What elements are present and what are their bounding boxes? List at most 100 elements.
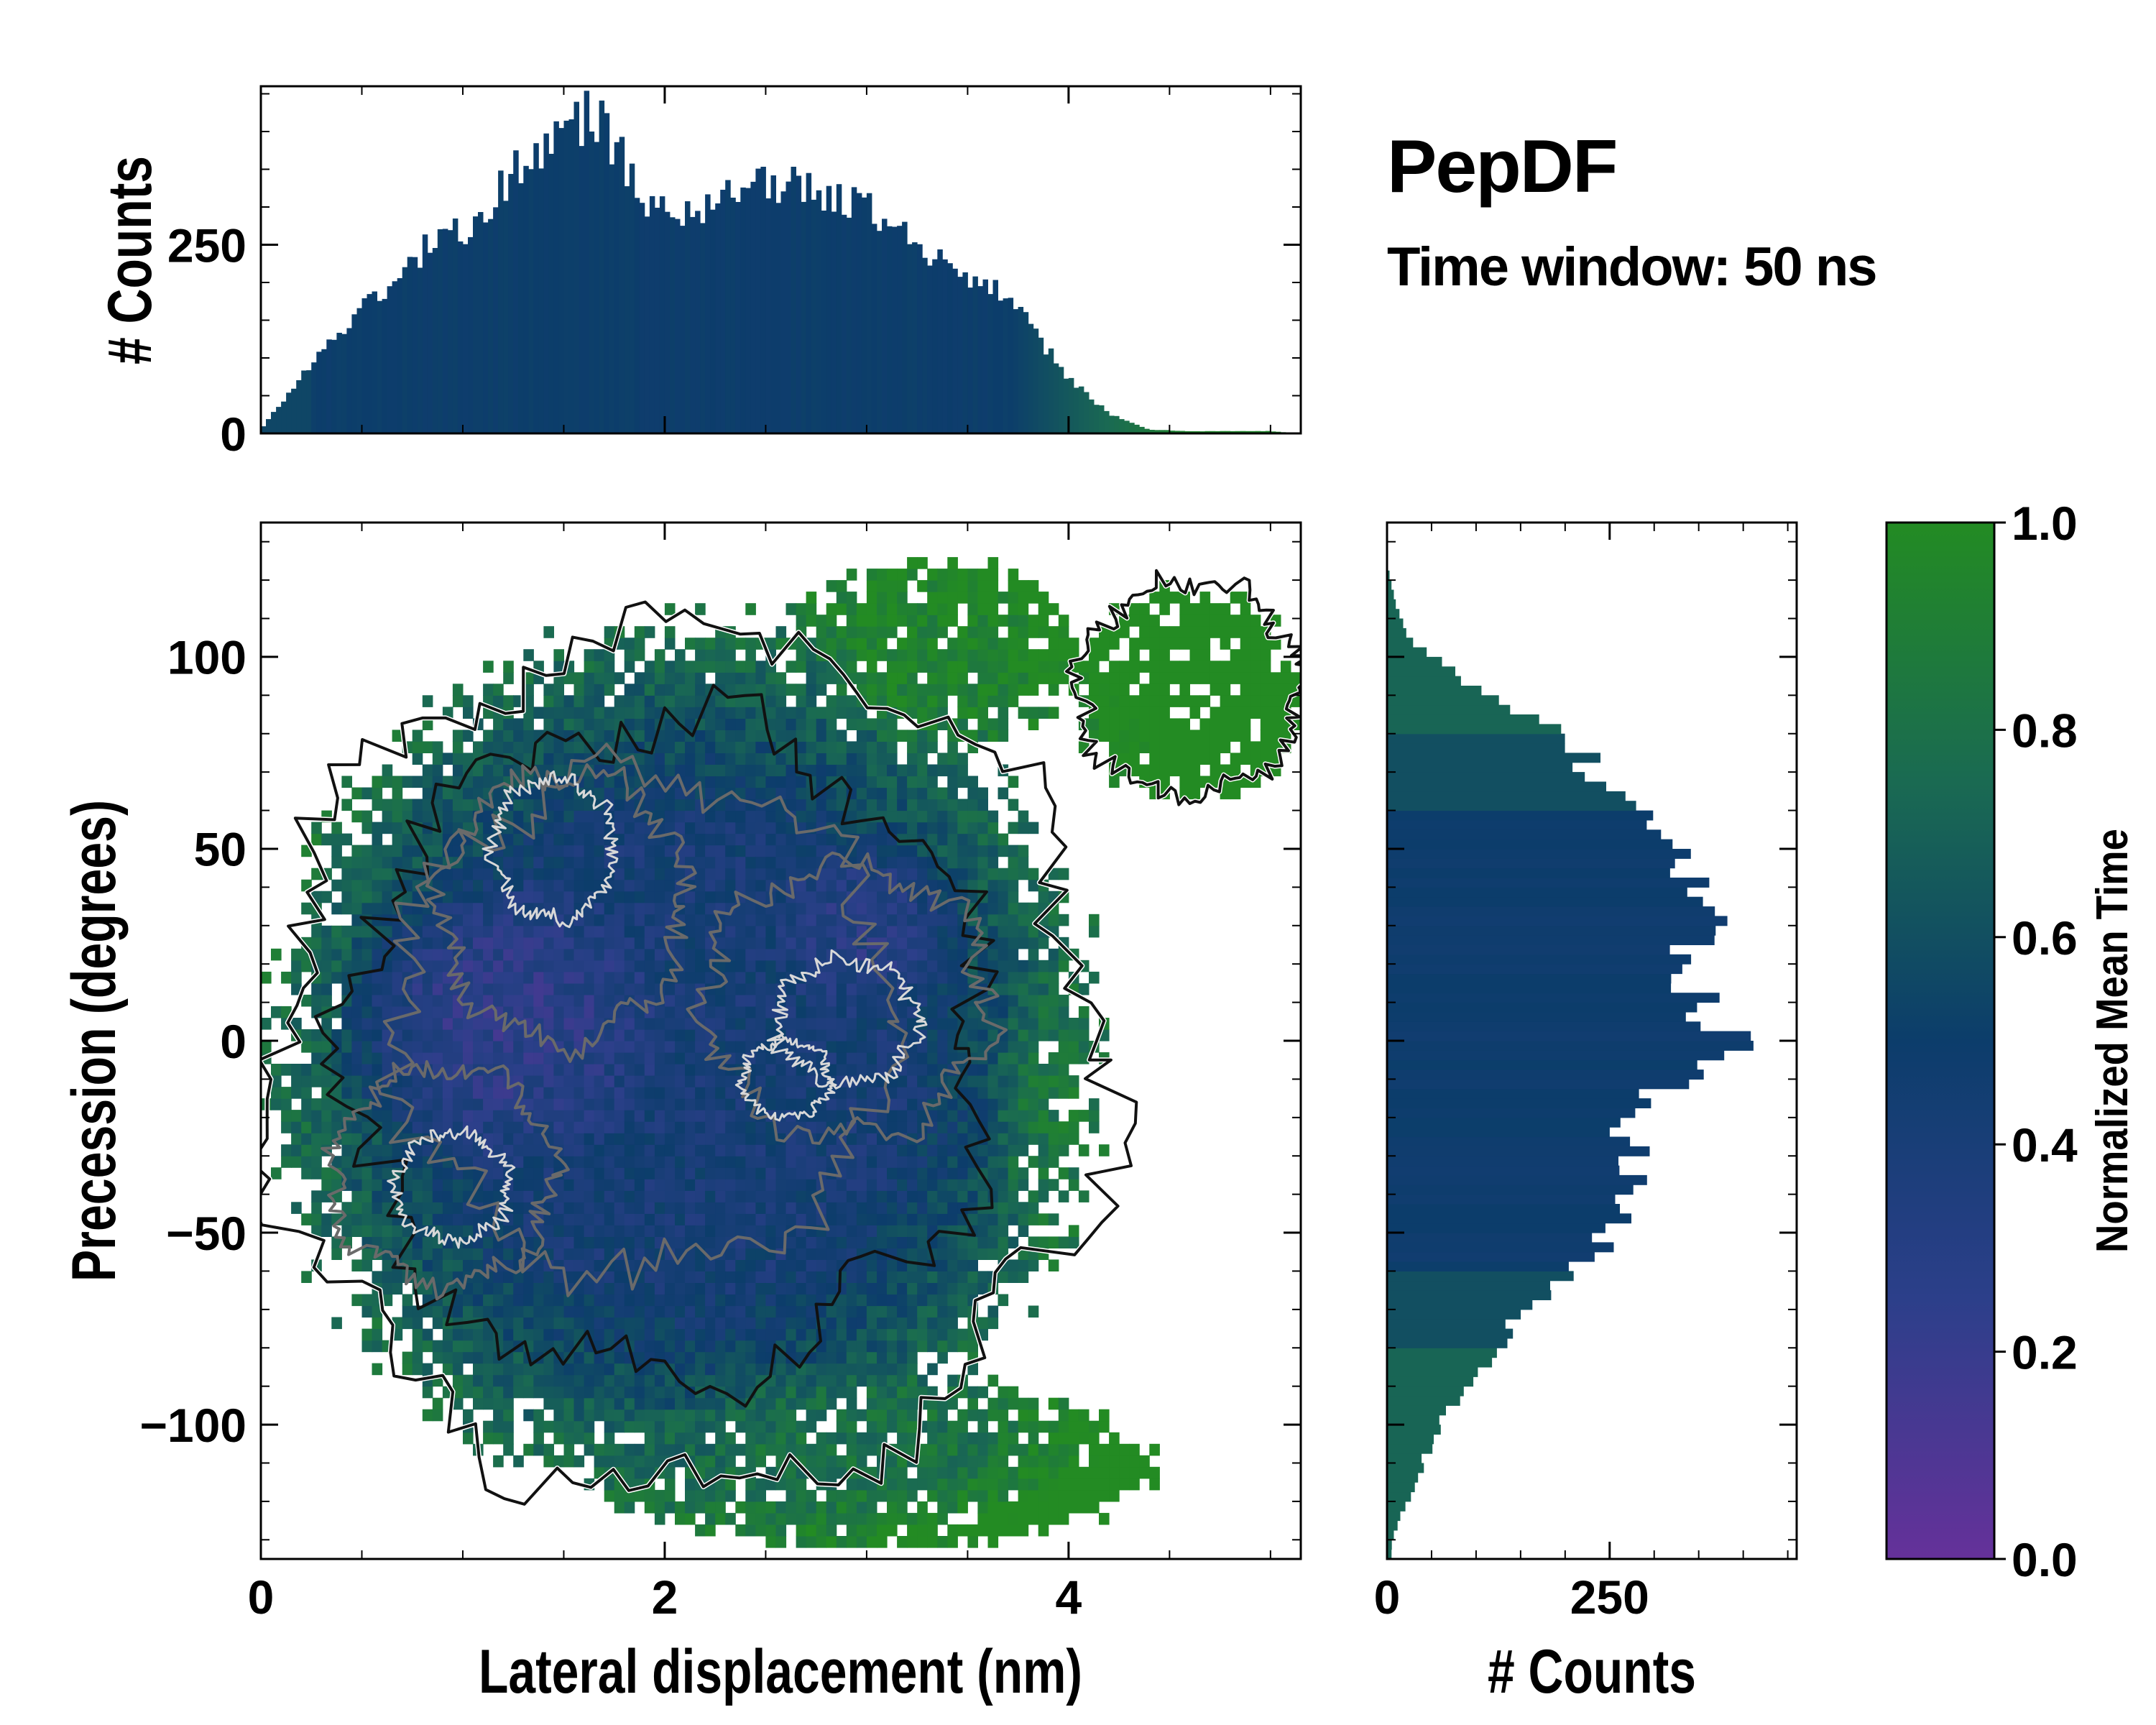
heatmap-cell	[563, 948, 575, 961]
heatmap-cell	[826, 937, 837, 949]
heatmap-cell	[1038, 1443, 1049, 1456]
heatmap-cell	[735, 707, 746, 719]
heatmap-cell	[877, 1098, 888, 1110]
heatmap-cell	[473, 1305, 484, 1318]
heatmap-cell	[836, 753, 847, 765]
heatmap-cell	[957, 879, 968, 892]
heatmap-cell	[998, 1133, 1009, 1145]
heatmap-cell	[796, 810, 807, 823]
heatmap-cell	[887, 1087, 898, 1099]
heatmap-cell	[634, 1121, 645, 1133]
heatmap-cell	[604, 1029, 615, 1041]
heatmap-cell	[573, 856, 585, 869]
heatmap-cell	[1018, 1248, 1029, 1260]
heatmap-cell	[654, 1443, 665, 1456]
heatmap-cell	[998, 592, 1009, 604]
heatmap-cell	[614, 983, 625, 995]
heatmap-cell	[634, 1340, 645, 1353]
heatmap-cell	[856, 1351, 867, 1364]
heatmap-cell	[705, 1282, 716, 1295]
heatmap-cell	[422, 1190, 433, 1202]
heatmap-cell	[685, 1018, 696, 1030]
heatmap-cell	[977, 1455, 988, 1468]
heatmap-cell	[331, 948, 342, 961]
heatmap-cell	[463, 1018, 474, 1030]
heatmap-cell	[463, 1328, 474, 1341]
heatmap-cell	[998, 1501, 1009, 1514]
heatmap-cell	[796, 1259, 807, 1271]
heatmap-cell	[664, 1443, 676, 1456]
heatmap-cell	[796, 948, 807, 961]
heatmap-cell	[664, 1340, 676, 1353]
heatmap-cell	[806, 1409, 817, 1422]
heatmap-cell	[503, 1029, 514, 1041]
heatmap-cell	[644, 1236, 655, 1248]
heatmap-cell	[311, 925, 322, 938]
heatmap-cell	[826, 1282, 837, 1295]
heatmap-cell	[1008, 1121, 1019, 1133]
heatmap-cell	[826, 1248, 837, 1260]
heatmap-cell	[1038, 1190, 1049, 1202]
heatmap-cell	[796, 1328, 807, 1341]
heatmap-cell	[987, 1512, 999, 1525]
heatmap-cell	[846, 741, 857, 753]
heatmap-cell	[735, 822, 746, 834]
heatmap-cell	[826, 1133, 837, 1145]
heatmap-cell	[786, 1386, 797, 1399]
heatmap-cell	[816, 684, 827, 696]
heatmap-cell	[947, 592, 958, 604]
heatmap-cell	[836, 879, 847, 892]
heatmap-cell	[826, 1536, 837, 1548]
heatmap-cell	[846, 615, 857, 627]
heatmap-cell	[806, 1294, 817, 1307]
heatmap-cell	[927, 1006, 938, 1018]
heatmap-cell	[695, 730, 706, 742]
heatmap-cell	[735, 1248, 746, 1260]
heatmap-cell	[523, 718, 534, 730]
heatmap-cell	[1028, 1190, 1039, 1202]
heatmap-cell	[624, 948, 635, 961]
heatmap-cell	[624, 1041, 635, 1053]
heatmap-cell	[392, 833, 403, 846]
heatmap-cell	[553, 753, 564, 765]
heatmap-cell	[1018, 1087, 1029, 1099]
heatmap-cell	[866, 569, 877, 581]
heatmap-cell	[877, 1282, 888, 1295]
heatmap-cell	[725, 948, 736, 961]
heatmap-cell	[351, 879, 362, 892]
heatmap-cell	[513, 1052, 524, 1064]
heatmap-cell	[877, 1271, 888, 1283]
heatmap-cell	[917, 948, 928, 961]
heatmap-cell	[351, 787, 362, 800]
heatmap-cell	[624, 799, 635, 811]
heatmap-cell	[715, 1087, 726, 1099]
heatmap-cell	[967, 1536, 978, 1548]
heatmap-cell	[675, 649, 686, 661]
heatmap-cell	[937, 948, 948, 961]
heatmap-cell	[675, 1432, 686, 1445]
heatmap-cell	[755, 891, 766, 903]
heatmap-cell	[937, 1259, 948, 1271]
heatmap-cell	[998, 661, 1009, 673]
heatmap-cell	[594, 960, 605, 972]
heatmap-cell	[705, 1420, 716, 1433]
heatmap-cell	[644, 1397, 655, 1410]
heatmap-cell	[866, 615, 877, 627]
heatmap-cell	[664, 1029, 676, 1041]
heatmap-cell	[957, 1305, 968, 1318]
heatmap-cell	[412, 1351, 423, 1364]
heatmap-cell	[604, 1317, 615, 1330]
heatmap-cell	[412, 1179, 423, 1191]
heatmap-cell	[382, 891, 393, 903]
heatmap-cell	[957, 1133, 968, 1145]
heatmap-cell	[452, 868, 464, 880]
heatmap-cell	[765, 1501, 776, 1514]
heatmap-cell	[786, 603, 797, 615]
heatmap-cell	[806, 1144, 817, 1156]
heatmap-cell	[644, 1052, 655, 1064]
heatmap-cell	[533, 1167, 544, 1179]
heatmap-cell	[1028, 1259, 1039, 1271]
heatmap-cell	[816, 672, 827, 684]
heatmap-cell	[685, 960, 696, 972]
heatmap-cell	[685, 1443, 696, 1456]
